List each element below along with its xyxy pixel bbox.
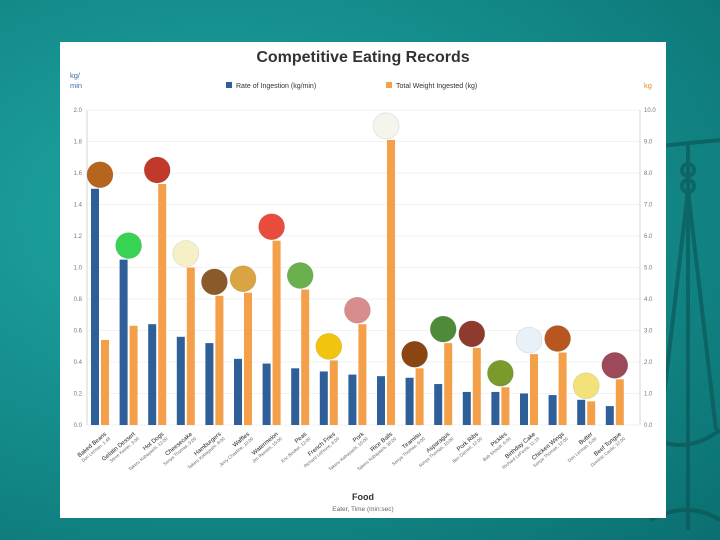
bar-weight [272, 240, 281, 425]
gelatin-icon [115, 232, 142, 259]
butter-icon [572, 372, 600, 400]
bar-weight [358, 324, 367, 425]
bar-rate [434, 384, 443, 425]
legend: Rate of Ingestion (kg/min) Total Weight … [226, 82, 477, 90]
right-tick-label: 2.0 [644, 360, 653, 366]
right-tick-label: 3.0 [644, 329, 653, 335]
right-tick-label: 1.0 [644, 392, 653, 398]
bar-weight [215, 295, 224, 425]
bar-rate [234, 358, 242, 425]
chicken-wing-icon [544, 325, 571, 352]
right-axis-unit: kg [644, 81, 652, 90]
watermelon-icon [258, 213, 285, 241]
bar-rate [577, 399, 586, 425]
left-tick-label: 0.6 [74, 329, 83, 335]
left-tick-label: 1.8 [74, 140, 83, 146]
asparagus-icon [429, 315, 457, 343]
right-tick-label: 5.0 [644, 266, 653, 272]
left-tick-label: 1.2 [74, 234, 83, 240]
bar-weight [444, 343, 453, 425]
birthday-cake-icon [515, 326, 543, 354]
waffle-icon [229, 265, 257, 292]
bar-weight [501, 387, 510, 425]
pickle-icon [487, 359, 514, 387]
bar-rate [548, 395, 557, 425]
bars [91, 139, 624, 426]
left-ticks: 0.0 0.2 0.4 0.6 0.8 1.0 1.2 1.4 1.6 1.8 2.0 [74, 108, 83, 429]
bar-rate [205, 343, 214, 425]
cheesecake-icon [172, 240, 200, 267]
x-axis-sublabel: Eater, Time (min:sec) [332, 506, 393, 513]
bar-weight [530, 354, 538, 425]
right-tick-label: 6.0 [644, 234, 653, 240]
left-axis-unit-2: min [70, 81, 82, 90]
legend-label-rate: Rate of Ingestion (kg/min) [236, 83, 316, 90]
legend-label-weight: Total Weight Ingested (kg) [396, 83, 477, 90]
left-tick-label: 1.0 [74, 266, 83, 272]
hamburger-icon [201, 268, 228, 296]
chart: Competitive Eating Records kg/ min kg Ra… [70, 49, 656, 513]
bar-rate [319, 371, 328, 425]
bar-weight [158, 184, 167, 425]
left-tick-label: 0.0 [74, 423, 83, 429]
beans-icon [86, 161, 114, 189]
bar-rate [91, 188, 99, 425]
bar-rate [405, 377, 414, 425]
bar-rate [462, 391, 471, 425]
bar-weight [587, 401, 596, 425]
right-tick-label: 9.0 [644, 140, 653, 146]
food-icons [86, 112, 629, 400]
right-tick-label: 7.0 [644, 203, 653, 209]
right-tick-label: 8.0 [644, 171, 653, 177]
french-fries-icon [315, 333, 343, 360]
bar-weight [615, 379, 624, 425]
bar-rate [348, 374, 357, 425]
bar-rate [176, 336, 185, 425]
bar-weight [244, 292, 252, 425]
bar-weight [301, 289, 310, 425]
hot-dog-icon [143, 156, 171, 184]
bar-rate [262, 363, 271, 425]
left-tick-label: 1.6 [74, 171, 83, 177]
chart-title: Competitive Eating Records [256, 49, 469, 66]
legend-swatch-weight [386, 82, 392, 88]
bar-weight [415, 368, 424, 425]
right-ticks: 0.0 1.0 2.0 3.0 4.0 5.0 6.0 7.0 8.0 9.0 10.0 [644, 108, 656, 429]
left-tick-label: 1.4 [74, 203, 83, 209]
bar-rate [148, 324, 157, 425]
rice-balls-icon [372, 112, 400, 140]
bar-rate [119, 259, 128, 425]
bar-rate [605, 406, 614, 425]
peas-icon [286, 262, 314, 289]
pork-ribs-icon [458, 320, 486, 348]
right-tick-label: 4.0 [644, 297, 653, 303]
bar-rate [520, 393, 528, 425]
bar-weight [472, 347, 481, 425]
tiramisu-icon [401, 340, 428, 368]
bar-weight [101, 339, 109, 425]
x-axis-label: Food [352, 492, 374, 502]
left-tick-label: 0.8 [74, 297, 83, 303]
left-tick-label: 0.4 [74, 360, 83, 366]
bar-weight [387, 139, 395, 426]
bar-rate [291, 368, 300, 425]
bar-weight [186, 267, 195, 425]
bar-weight [329, 360, 338, 425]
right-tick-label: 0.0 [644, 423, 653, 429]
left-tick-label: 0.2 [74, 392, 83, 398]
beef-tongue-icon [601, 352, 629, 379]
pork-icon [344, 296, 371, 324]
legend-swatch-rate [226, 82, 232, 88]
bar-weight [558, 352, 567, 425]
left-tick-label: 2.0 [74, 108, 83, 114]
right-tick-label: 10.0 [644, 108, 656, 114]
chart-card: Competitive Eating Records kg/ min kg Ra… [60, 42, 666, 518]
bar-rate [491, 391, 500, 425]
left-axis-unit: kg/ [70, 71, 81, 80]
bar-weight [129, 325, 138, 425]
bar-rate [377, 376, 385, 425]
